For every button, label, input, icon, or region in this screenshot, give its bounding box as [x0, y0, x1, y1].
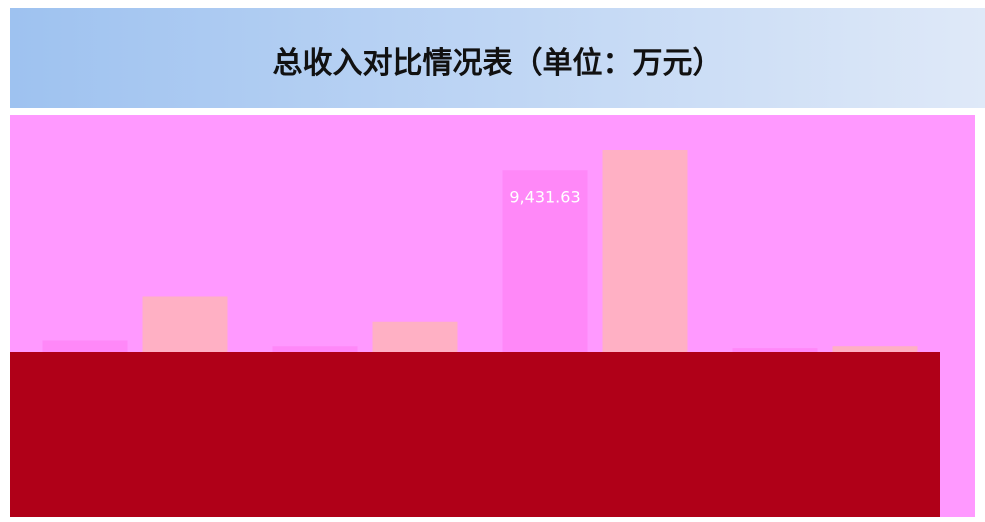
bar — [832, 346, 918, 352]
bar — [602, 150, 688, 352]
bar — [372, 321, 458, 352]
footer-block — [10, 352, 940, 517]
bar — [142, 296, 228, 352]
value-label: 9,431.63 — [509, 188, 580, 207]
footer-edge — [940, 352, 975, 517]
bar — [272, 346, 358, 352]
bar — [732, 348, 818, 352]
bar — [502, 170, 588, 352]
bar — [42, 340, 128, 352]
chart-title: 总收入对比情况表（单位：万元） — [272, 46, 723, 81]
header: 总收入对比情况表（单位：万元） — [10, 8, 985, 108]
